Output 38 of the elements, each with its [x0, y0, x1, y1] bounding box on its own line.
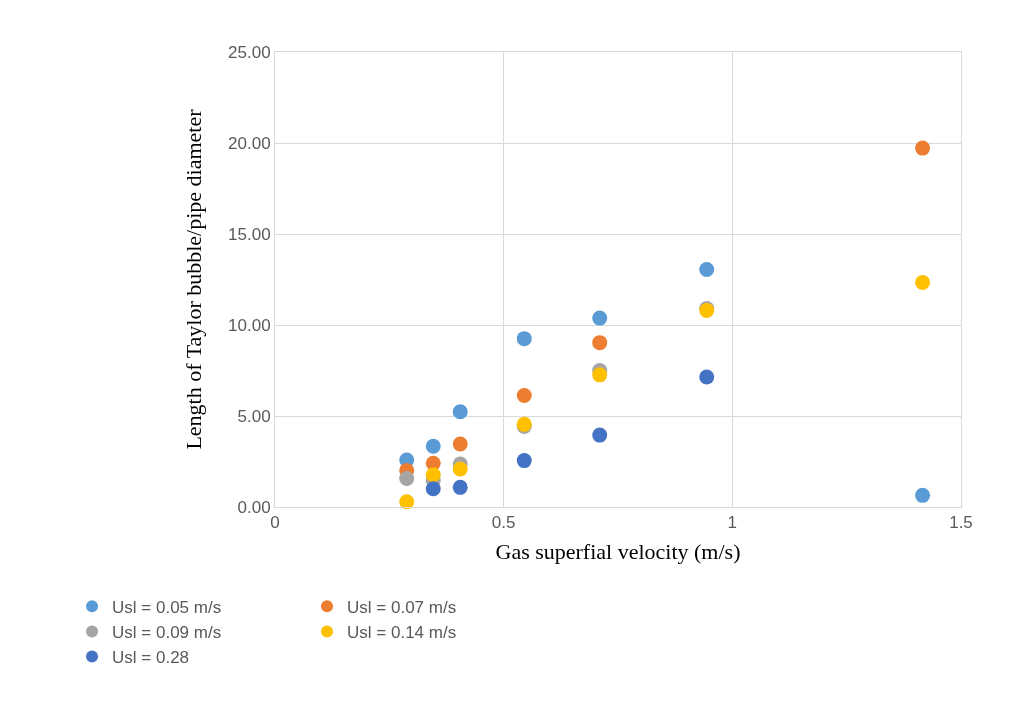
point [425, 438, 441, 454]
point [592, 427, 608, 443]
point [915, 140, 931, 156]
y-tick-label: 10.00 [228, 315, 271, 335]
point [915, 487, 931, 503]
point [399, 470, 415, 486]
point [516, 387, 532, 403]
y-axis-title: Length of Taylor bubble/pipe diameter [180, 108, 206, 450]
point [425, 467, 441, 483]
point [399, 494, 415, 510]
point [452, 479, 468, 495]
x-axis-title: Gas superfial velocity (m/s) [495, 539, 741, 565]
x-tick-label: 0 [270, 513, 280, 533]
y-tick-label: 0.00 [237, 497, 271, 517]
legend-label: Usl = 0.09 m/s [112, 623, 222, 643]
legend-label: Usl = 0.07 m/s [347, 597, 457, 617]
point [592, 335, 608, 351]
x-tick-label: 1 [727, 513, 738, 533]
point [425, 481, 441, 497]
legend-label: Usl = 0.14 m/s [347, 623, 457, 643]
x-tick-label: 0.5 [491, 513, 516, 533]
point [516, 331, 532, 347]
point [452, 461, 468, 477]
point [699, 369, 715, 385]
point [592, 310, 608, 326]
legend-label: Usl = 0.28 [112, 648, 190, 668]
y-tick-label: 20.00 [228, 133, 271, 153]
point [516, 453, 532, 469]
y-tick-label: 25.00 [228, 42, 271, 62]
point [592, 367, 608, 383]
point [699, 261, 715, 277]
point [452, 436, 468, 452]
legend-label: Usl = 0.05 m/s [112, 597, 222, 617]
x-tick-label: 1.5 [949, 513, 973, 533]
y-tick-label: 15.00 [228, 224, 271, 244]
point [915, 274, 931, 290]
point [452, 404, 468, 420]
y-tick-label: 5.00 [237, 406, 271, 426]
